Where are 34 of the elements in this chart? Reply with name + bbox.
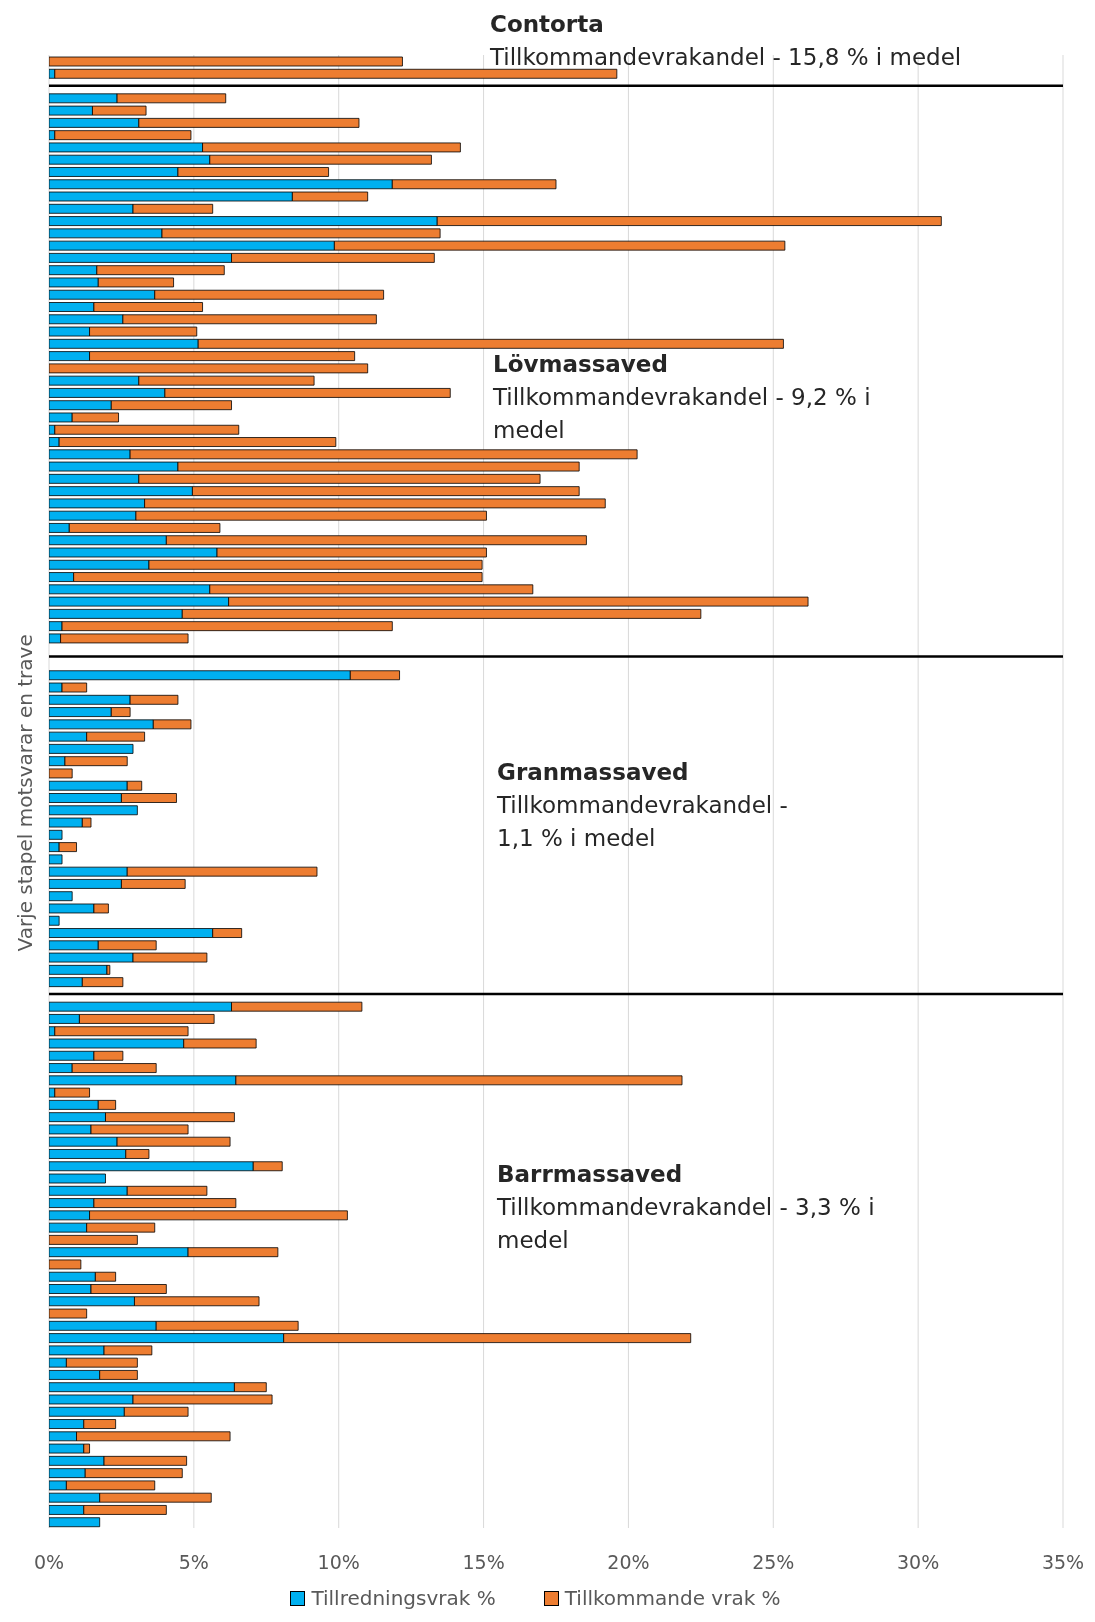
x-tick-label: 25% [752,1551,795,1574]
bar [49,829,63,840]
x-tick-label: 10% [317,1551,360,1574]
bar [49,854,63,865]
legend-label: Tillredningsvrak % [311,1586,496,1610]
x-tick-label: 5% [178,1551,209,1574]
bar [49,1308,88,1319]
x-tick-label: 0% [33,1551,65,1574]
bar [49,964,108,975]
bar [49,1259,82,1270]
annotation: Tillkommandevrakandel - 3,3 % i medel [497,1193,876,1255]
x-tick-label: 35% [1041,1551,1085,1574]
annotation: Tillkommandevrakandel - 15,8 % i medel [490,43,963,72]
annotation: Tillkommandevrakandel - 9,2 % i medel [493,383,872,445]
bar [49,1173,106,1184]
bar [49,744,134,754]
bar [49,56,403,67]
bar [49,805,138,816]
x-tick-label: 15% [462,1551,505,1574]
legend-label: Tillkommande vrak % [564,1586,781,1610]
y-axis-title: Varje stapel motsvarar en trave [13,634,38,952]
bar [49,915,60,926]
text: Contorta [490,10,605,39]
x-tick-label: 20% [607,1551,650,1574]
x-tick-label: 30% [897,1551,940,1574]
bar [49,363,369,374]
annotation: Tillkommandevrakandel - 1,1 % i medel [497,791,789,853]
annotation: Granmassaved [497,758,690,787]
annotation: Barrmassaved [497,1160,684,1189]
bar [49,1235,138,1245]
annotation: Lövmassaved [493,350,669,379]
bar [49,891,73,902]
bar [49,768,73,779]
bar [49,1517,101,1528]
